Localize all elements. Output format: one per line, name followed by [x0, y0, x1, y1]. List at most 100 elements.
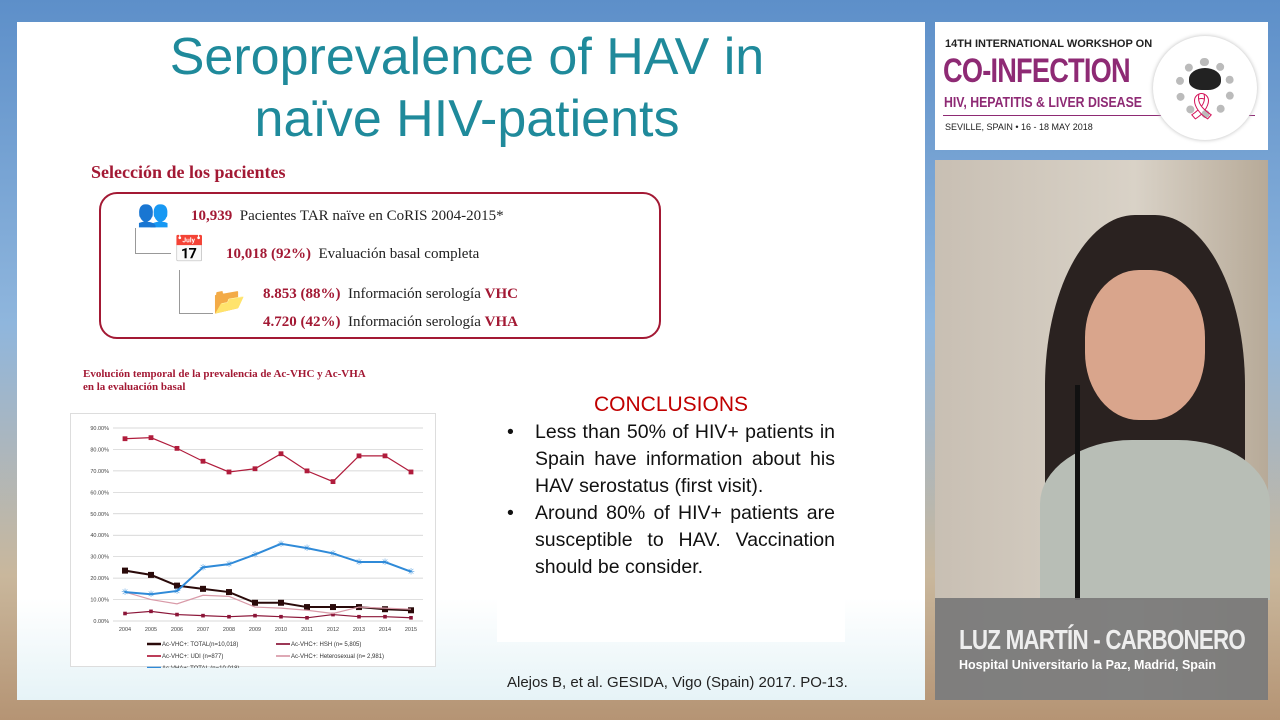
- y-tick-label: 90.00%: [90, 426, 109, 432]
- data-point: ✳: [303, 543, 311, 553]
- data-point: [383, 614, 387, 619]
- data-point: [331, 612, 335, 617]
- patient-selection-box: 👥 10,939 Pacientes TAR naïve en CoRIS 20…: [99, 192, 661, 339]
- x-tick-label: 2015: [405, 627, 417, 633]
- y-tick-label: 80.00%: [90, 447, 109, 453]
- conclusions-title: CONCLUSIONS: [593, 393, 749, 416]
- data-point: ✳: [329, 548, 337, 558]
- data-point: [148, 435, 154, 441]
- speaker-face: [1085, 270, 1205, 420]
- chart-heading-line: en la evaluación basal: [83, 381, 186, 393]
- data-point: ✳: [225, 559, 233, 569]
- series-line: [124, 542, 412, 596]
- speaker-video: LUZ MARTÍN - CARBONERO Hospital Universi…: [935, 160, 1270, 700]
- conference-logo: 14TH INTERNATIONAL WORKSHOP ON CO-INFECT…: [935, 22, 1268, 150]
- y-tick-label: 60.00%: [90, 490, 109, 496]
- y-tick-label: 0.00%: [93, 619, 109, 625]
- data-point: [305, 615, 309, 620]
- virus-ribbon-emblem: 🎗: [1153, 36, 1257, 140]
- data-point: [304, 604, 310, 611]
- row: 10,939 Pacientes TAR naïve en CoRIS 2004…: [191, 208, 504, 224]
- conclusion-item: Around 80% of HIV+ patients are suscepti…: [505, 500, 835, 581]
- folder-icon: 📂: [213, 286, 246, 316]
- chart-heading: Evolución temporal de la prevalencia de …: [83, 368, 433, 394]
- data-point: [122, 436, 128, 442]
- x-tick-label: 2005: [145, 627, 157, 633]
- citation: Alejos B, et al. GESIDA, Vigo (Spain) 20…: [507, 674, 848, 691]
- y-tick-label: 10.00%: [90, 598, 109, 604]
- data-point: [253, 613, 257, 618]
- x-tick-label: 2006: [171, 627, 183, 633]
- legend-label: Ac-VHC+: Heterosexual (n= 2,981): [291, 654, 384, 660]
- logo-title: CO-INFECTION: [943, 52, 1131, 90]
- row: 8.853 (88%) Información serología VHC: [263, 286, 518, 302]
- data-point: [226, 589, 232, 596]
- data-point: ✳: [173, 586, 181, 596]
- x-tick-label: 2010: [275, 627, 287, 633]
- people-icon: 👥: [137, 198, 170, 228]
- selection-heading: Selección de los pacientes: [91, 162, 286, 182]
- slide: Seroprevalence of HAV in naïve HIV-patien…: [17, 22, 925, 700]
- row: 4.720 (42%) Información serología VHA: [263, 314, 518, 330]
- data-point: [148, 571, 154, 578]
- data-point: ✳: [251, 550, 259, 560]
- row: 10,018 (92%) Evaluación basal completa: [226, 246, 480, 262]
- data-point: [226, 469, 232, 475]
- data-point: [304, 468, 310, 474]
- series-line: [124, 569, 412, 612]
- data-point: [252, 599, 258, 606]
- data-point: [200, 585, 206, 592]
- data-point: ✳: [407, 567, 415, 577]
- data-point: [175, 612, 179, 617]
- conclusion-item: Less than 50% of HIV+ patients in Spain …: [505, 419, 835, 500]
- data-point: [174, 582, 180, 589]
- data-point: ✳: [121, 587, 129, 597]
- data-point: [330, 479, 336, 485]
- data-point: ✳: [381, 557, 389, 567]
- slide-title: Seroprevalence of HAV in naïve HIV-patien…: [77, 26, 857, 150]
- line-chart: 0.00% 10.00% 20.00% 30.00% 40.00% 50.00% 60.00…: [70, 413, 436, 672]
- x-tick-label: 2008: [223, 627, 235, 633]
- data-point: [278, 599, 284, 606]
- speaker-affiliation: Hospital Universitario la Paz, Madrid, S…: [959, 658, 1217, 672]
- legend-label: Ac-VHA+: TOTAL (n=10,018): [162, 666, 239, 668]
- logo-divider: [943, 115, 1255, 116]
- chart-svg: 0.00% 10.00% 20.00% 30.00% 40.00% 50.00% 60.00…: [90, 426, 423, 672]
- data-point: [409, 615, 413, 620]
- data-point: [330, 604, 336, 611]
- logo-subtitle: HIV, HEPATITIS & LIVER DISEASE: [944, 94, 1142, 111]
- series-line: [124, 610, 412, 619]
- data-point: [357, 614, 361, 619]
- data-point: ✳: [147, 589, 155, 599]
- y-tick-label: 40.00%: [90, 533, 109, 539]
- data-point: [122, 567, 128, 574]
- y-tick-label: 50.00%: [90, 512, 109, 518]
- data-point: ✳: [277, 539, 285, 549]
- x-tick-label: 2007: [197, 627, 209, 633]
- x-tick-label: 2012: [327, 627, 339, 633]
- data-point: [252, 466, 258, 472]
- y-tick-label: 70.00%: [90, 469, 109, 475]
- calendar-icon: 📅: [173, 234, 206, 264]
- connector: [179, 270, 213, 314]
- y-tick-label: 20.00%: [90, 576, 109, 582]
- microphone: [1075, 385, 1080, 600]
- x-tick-label: 2011: [301, 627, 313, 633]
- x-tick-label: 2013: [353, 627, 365, 633]
- speaker-name-bar: LUZ MARTÍN - CARBONERO Hospital Universi…: [935, 598, 1268, 700]
- y-tick-label: 30.00%: [90, 555, 109, 561]
- data-point: [174, 445, 180, 451]
- title-line: Seroprevalence of HAV in: [169, 28, 765, 86]
- data-point: [227, 614, 231, 619]
- series-line: [124, 591, 412, 615]
- data-point: [408, 469, 414, 475]
- data-point: [123, 611, 127, 616]
- chart-heading-line: Evolución temporal de la prevalencia de …: [83, 368, 366, 380]
- data-point: [382, 453, 388, 459]
- data-point: [408, 607, 414, 614]
- data-point: [356, 453, 362, 459]
- title-line: naïve HIV-patients: [254, 90, 680, 148]
- legend-label: Ac-VHC+: TOTAL(n=10,018): [162, 642, 238, 648]
- data-point: [200, 458, 206, 464]
- speaker-name: LUZ MARTÍN - CARBONERO: [959, 624, 1246, 655]
